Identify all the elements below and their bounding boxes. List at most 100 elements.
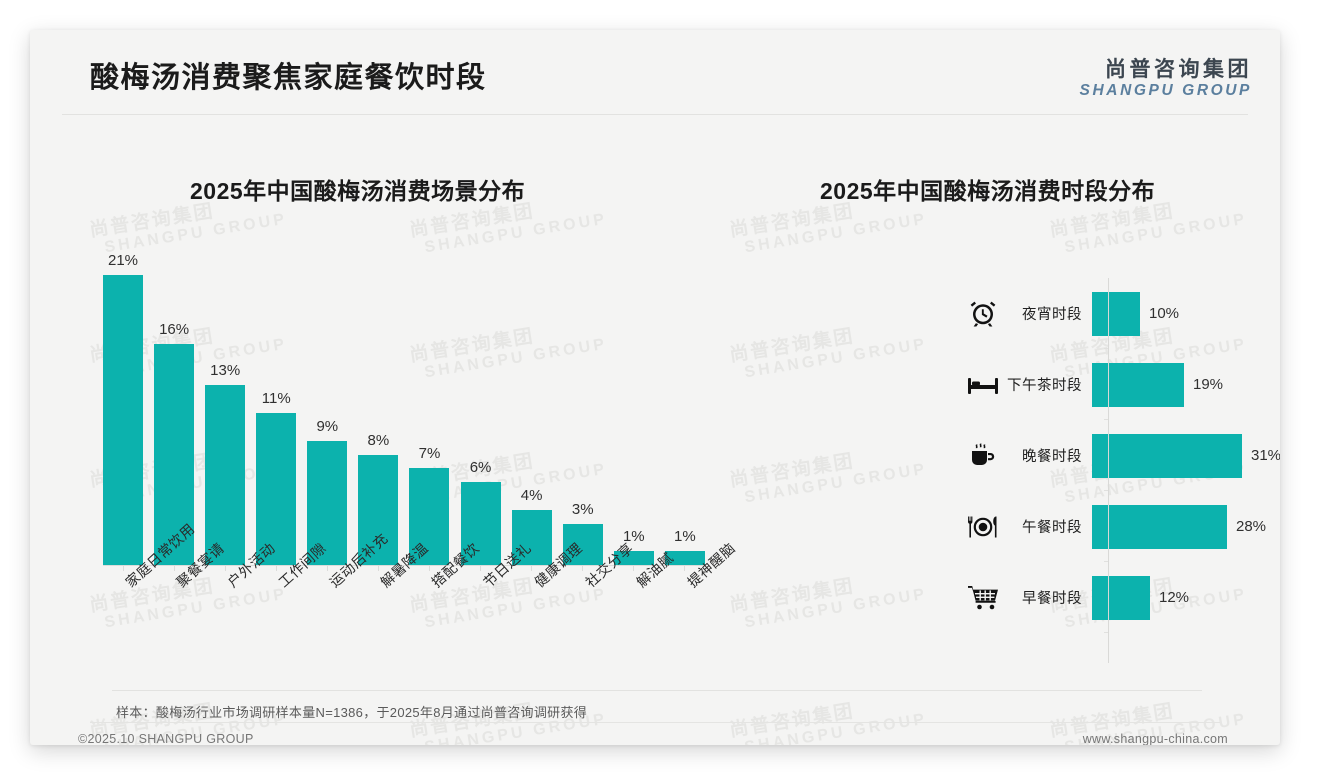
category-label-slot: 节日送礼 [461, 540, 534, 663]
bar-track: 12% [1092, 562, 1270, 633]
category-label-slot: 解暑降温 [358, 540, 432, 663]
bar-value-label: 10% [1149, 305, 1180, 322]
axis-tick [512, 566, 552, 571]
consumption-time-slot-bar-chart: 夜宵时段 10% 下午茶时段 19% 晚餐时段 31% 午餐时段 28% 早餐时段 12% [960, 278, 1280, 663]
bar-value-label: 7% [418, 445, 441, 462]
footer-website: www.shangpu-china.com [1082, 732, 1228, 745]
footer-divider [90, 722, 1220, 723]
bar [307, 441, 348, 565]
time-slot-row: 晚餐时段 31% [960, 420, 1280, 491]
axis-tick [1104, 561, 1109, 562]
bar [511, 510, 552, 565]
axis-tick [358, 566, 398, 571]
time-slot-row: 早餐时段 12% [960, 562, 1270, 633]
vertical-bars-area: 21% 16% 13% 11% 9% 8% 7% 6% 4% 3% 1% 1% [103, 245, 705, 565]
bar-value-label: 16% [159, 321, 190, 338]
bar-column: 16% [154, 245, 195, 565]
category-label-slot: 社交分享 [563, 540, 636, 663]
bar [1092, 362, 1184, 407]
slide-header: 酸梅汤消费聚焦家庭餐饮时段 尚普咨询集团 SHANGPU GROUP [30, 30, 1280, 115]
right-chart-axis-line [1108, 278, 1109, 663]
axis-tick [614, 566, 654, 571]
bar-column: 13% [205, 245, 246, 565]
bar [409, 468, 450, 565]
bar-column: 7% [409, 245, 450, 565]
bar-value-label: 1% [674, 528, 696, 545]
consumption-scenario-bar-chart: 21% 16% 13% 11% 9% 8% 7% 6% 4% 3% 1% 1% 家庭日常饮用 聚餐宴请户… [85, 245, 738, 645]
bar-track: 28% [1092, 491, 1270, 562]
axis-tick [1104, 490, 1109, 491]
axis-tick [461, 566, 501, 571]
bar-track: 31% [1092, 420, 1280, 491]
axis-tick [307, 566, 347, 571]
bar-value-label: 28% [1236, 518, 1267, 535]
time-slot-row: 夜宵时段 10% [960, 278, 1270, 349]
footer-copyright: ©2025.10 SHANGPU GROUP [78, 732, 254, 745]
time-slot-label: 午餐时段 [1022, 520, 1082, 536]
axis-tick [409, 566, 449, 571]
axis-tick [103, 566, 143, 571]
right-chart-tick-marks [1104, 278, 1109, 663]
bar-column: 3% [562, 245, 603, 565]
time-slot-label: 下午茶时段 [1007, 378, 1082, 394]
time-slot-label: 夜宵时段 [1022, 307, 1082, 323]
bar-value-label: 11% [261, 390, 291, 407]
bar [613, 551, 654, 565]
bar-column: 21% [103, 245, 143, 565]
bar-value-label: 8% [367, 432, 390, 449]
bed-icon [960, 372, 1006, 398]
category-label-slot: 搭配餐饮 [409, 540, 483, 663]
category-label-slot: 提神醒脑 [665, 540, 738, 663]
bar [562, 524, 603, 565]
axis-tick [1104, 419, 1109, 420]
axis-tick [665, 566, 705, 571]
axis-tick [1104, 348, 1109, 349]
category-label-slot: 户外活动 [205, 540, 278, 663]
page-title: 酸梅汤消费聚焦家庭餐饮时段 [90, 62, 487, 94]
bar-value-label: 12% [1159, 589, 1190, 606]
bar [664, 551, 705, 565]
horizontal-bars-area: 夜宵时段 10% 下午茶时段 19% 晚餐时段 31% 午餐时段 28% 早餐时段 12% [960, 278, 1280, 633]
time-slot-row: 午餐时段 28% [960, 491, 1270, 562]
brand-logo: 尚普咨询集团 SHANGPU GROUP [1080, 58, 1252, 101]
category-label-slot: 运动后补充 [307, 530, 392, 663]
logo-english-text: SHANGPU GROUP [1079, 82, 1252, 100]
bar [1092, 433, 1242, 478]
bar [1092, 504, 1227, 549]
bar-column: 8% [358, 245, 399, 565]
bar-column: 1% [664, 245, 705, 565]
category-label-slot: 聚餐宴请 [154, 540, 227, 663]
bar-column: 4% [511, 245, 552, 565]
bar-column: 11% [256, 245, 297, 565]
plate-cutlery-icon [960, 514, 1006, 540]
bar-value-label: 13% [210, 362, 241, 379]
category-label-slot: 解油腻 [614, 549, 676, 663]
bar-column: 9% [307, 245, 348, 565]
shopping-cart-icon [960, 584, 1006, 611]
bar-value-label: 31% [1251, 447, 1280, 464]
bar [1092, 575, 1150, 620]
hot-drink-cup-icon [960, 441, 1006, 471]
bar-value-label: 3% [571, 501, 594, 518]
bar-track: 19% [1092, 349, 1270, 420]
time-slot-label: 晚餐时段 [1022, 449, 1082, 465]
left-chart-title: 2025年中国酸梅汤消费场景分布 [190, 178, 526, 204]
header-divider [62, 114, 1248, 115]
bar-value-label: 1% [622, 528, 645, 545]
bar [256, 413, 297, 565]
bar-column: 1% [613, 245, 654, 565]
bar [103, 275, 143, 565]
left-chart-baseline [103, 565, 705, 566]
slide-canvas: 尚普咨询集团 SHANGPU GROUP 尚普咨询集团 SHANGPU GROUP 尚普… [30, 30, 1280, 745]
time-slot-label: 早餐时段 [1022, 591, 1082, 607]
axis-tick [205, 566, 245, 571]
time-slot-row: 下午茶时段 19% [960, 349, 1270, 420]
bar-value-label: 4% [520, 487, 543, 504]
bar [1092, 291, 1140, 336]
bar-value-label: 21% [107, 252, 139, 269]
bar-value-label: 19% [1193, 376, 1224, 393]
